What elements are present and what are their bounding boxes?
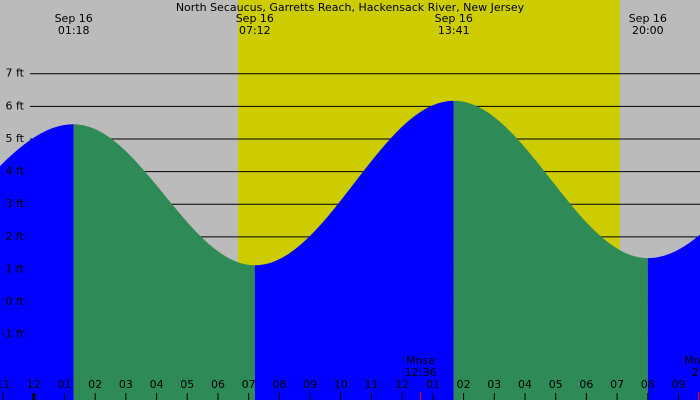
tide-area — [254, 100, 454, 400]
x-tick-label: 12 — [395, 378, 409, 391]
x-tick-label: 03 — [119, 378, 133, 391]
x-tick-label: 08 — [641, 378, 655, 391]
moon-event-time: 21 — [691, 366, 700, 379]
x-tick-label: 05 — [180, 378, 194, 391]
x-tick-label: 02 — [457, 378, 471, 391]
x-tick-label: 06 — [211, 378, 225, 391]
x-tick-label: 03 — [487, 378, 501, 391]
x-tick-label: 07 — [242, 378, 256, 391]
extreme-time: 01:18 — [58, 24, 90, 37]
moon-event-label: Mnse — [406, 354, 435, 367]
tide-area — [0, 124, 74, 400]
x-tick-label: 11 — [0, 378, 10, 391]
extreme-time: 13:41 — [438, 24, 470, 37]
extreme-date: Sep 16 — [236, 12, 274, 25]
moon-event-time: 12:36 — [405, 366, 437, 379]
y-tick-label: 4 ft — [6, 165, 25, 178]
tide-area — [453, 100, 648, 400]
extreme-time: 20:00 — [632, 24, 664, 37]
y-tick-label: 3 ft — [6, 197, 25, 210]
y-tick-label: 6 ft — [6, 99, 25, 112]
x-tick-label: 11 — [364, 378, 378, 391]
x-tick-label: 06 — [579, 378, 593, 391]
y-tick-label: 0 ft — [6, 295, 25, 308]
x-tick-label: 12 — [27, 378, 41, 391]
tide-area — [647, 234, 700, 400]
x-tick-label: 09 — [672, 378, 686, 391]
y-tick-label: 2 ft — [6, 230, 25, 243]
x-tick-label: 04 — [518, 378, 532, 391]
x-tick-label: 05 — [549, 378, 563, 391]
y-tick-label: 1 ft — [6, 262, 25, 275]
y-tick-label: 7 ft — [6, 67, 25, 80]
extreme-time: 07:12 — [239, 24, 271, 37]
tide-area — [73, 124, 255, 400]
x-tick-label: 01 — [57, 378, 71, 391]
x-tick-label: 09 — [303, 378, 317, 391]
x-tick-label: 07 — [610, 378, 624, 391]
x-tick-label: 02 — [88, 378, 102, 391]
extreme-date: Sep 16 — [629, 12, 667, 25]
y-tick-label: 5 ft — [6, 132, 25, 145]
x-tick-label: 08 — [272, 378, 286, 391]
extreme-date: Sep 16 — [435, 12, 473, 25]
moon-event-label: Mnse — [684, 354, 700, 367]
extreme-date: Sep 16 — [55, 12, 93, 25]
x-tick-label: 04 — [150, 378, 164, 391]
chart-title: North Secaucus, Garretts Reach, Hackensa… — [176, 1, 525, 14]
x-tick-label: 10 — [334, 378, 348, 391]
y-tick-label: -1 ft — [2, 328, 25, 341]
x-tick-label: 01 — [426, 378, 440, 391]
